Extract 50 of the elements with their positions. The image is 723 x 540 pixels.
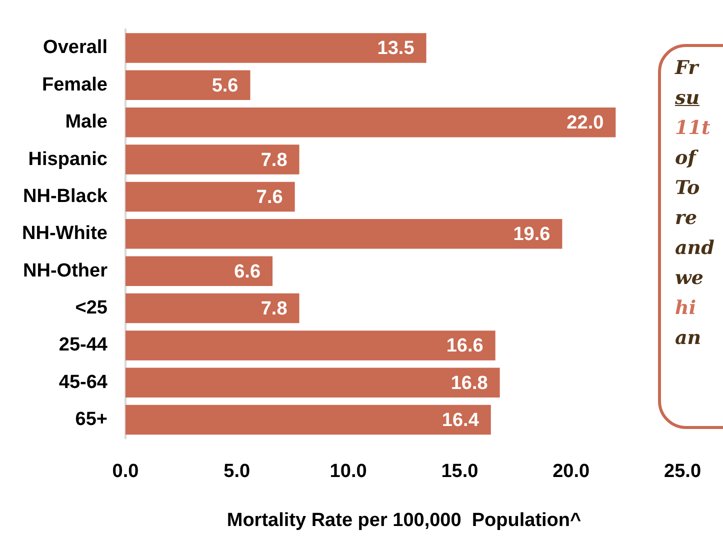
bar <box>125 330 496 360</box>
annotation: hi <box>675 296 698 321</box>
data-label: 7.6 <box>256 186 283 208</box>
y-tick-label: NH-Black <box>22 186 108 207</box>
data-label: 16.6 <box>446 336 484 357</box>
y-tick-label: Female <box>42 74 108 96</box>
data-label: 16.4 <box>442 410 480 432</box>
data-label: 5.6 <box>212 75 238 96</box>
y-tick-label: Hispanic <box>28 148 108 170</box>
bar <box>125 293 300 324</box>
data-label: 19.6 <box>513 224 550 246</box>
annotation: we <box>675 266 704 291</box>
bar <box>125 107 616 138</box>
y-tick-label: NH-Other <box>23 260 108 282</box>
annotation: of <box>675 146 700 171</box>
annotation: Fr <box>675 56 700 81</box>
annotation: To <box>675 176 701 201</box>
data-label: 7.8 <box>260 150 288 171</box>
x-tick-label: 10.0 <box>330 461 367 482</box>
data-label: 6.6 <box>234 261 261 282</box>
bar <box>125 144 300 174</box>
bar <box>125 70 250 100</box>
annotation: an <box>675 326 702 351</box>
y-tick-label: Overall <box>43 37 108 58</box>
bar <box>125 368 500 398</box>
y-tick-label: 65+ <box>75 409 108 430</box>
data-label: 22.0 <box>566 112 604 134</box>
bar <box>125 219 562 249</box>
bar <box>125 404 491 435</box>
y-tick-label: 25-44 <box>58 334 108 356</box>
annotation: re <box>675 206 698 231</box>
y-tick-label: NH-White <box>22 223 108 244</box>
x-tick-label: 5.0 <box>224 461 250 482</box>
data-label: 7.8 <box>260 298 288 320</box>
y-tick-label: <25 <box>75 298 108 318</box>
bar <box>125 33 426 63</box>
bar <box>125 256 273 286</box>
y-tick-label: 45-64 <box>58 372 108 393</box>
bar <box>125 182 295 212</box>
annotation: su <box>675 86 701 111</box>
data-label: 13.5 <box>377 38 415 60</box>
x-tick-label: 0.0 <box>112 461 139 482</box>
y-tick-label: Male <box>65 112 108 133</box>
annotation: 11t <box>675 116 712 141</box>
data-label: 16.8 <box>450 372 488 394</box>
x-axis-title: Mortality Rate per 100,000 Population^ <box>226 510 582 531</box>
x-tick-label: 20.0 <box>552 461 590 482</box>
x-tick-label: 15.0 <box>441 461 478 482</box>
annotation: and <box>675 236 716 261</box>
x-tick-label: 25.0 <box>664 461 701 482</box>
